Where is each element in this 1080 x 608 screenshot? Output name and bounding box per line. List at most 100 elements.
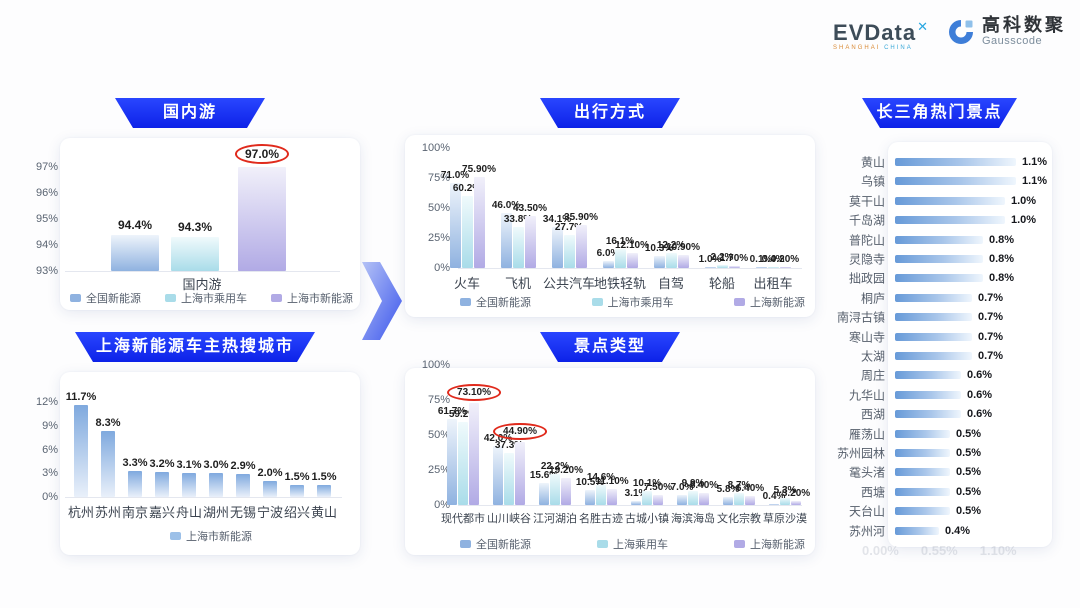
- legend-item: 上海市新能源: [170, 528, 252, 544]
- bar: [575, 224, 587, 268]
- bar: [665, 253, 677, 268]
- legend-swatch: [165, 294, 176, 302]
- value-label: 0.4%: [762, 491, 786, 502]
- row-name: 寒山寺: [848, 330, 885, 345]
- evdata-logo: EVData✕ SHANGHAI CHINA: [833, 16, 929, 51]
- category-label: 舟山: [175, 505, 203, 520]
- evdata-subtitle: SHANGHAI CHINA: [833, 45, 929, 51]
- value-label: 0.5%: [956, 427, 982, 440]
- value-label: 0.5%: [956, 505, 982, 518]
- panel-title-banner: 上海新能源车主热搜城市: [75, 332, 315, 362]
- axis-tick: 93%: [35, 265, 58, 277]
- row-name: 苏州园林: [836, 446, 885, 461]
- legend-label: 上海市新能源: [287, 293, 353, 305]
- gausscode-mark-icon: [949, 19, 973, 44]
- value-label: 0.8%: [989, 272, 1015, 285]
- value-label: 71.0%: [440, 169, 470, 181]
- axis-tick: 9%: [42, 419, 58, 432]
- axis-tick: 50%: [427, 429, 450, 441]
- bar: [101, 431, 115, 497]
- chart-card: [888, 142, 1052, 547]
- row-name: 莫干山: [848, 194, 885, 209]
- legend-label: 上海新能源: [750, 297, 805, 309]
- panel-transport-modes: 出行方式 0% 25% 50% 75% 100% 火车 71.0% 60.2% 75.90% 飞机…: [400, 98, 820, 322]
- panel-domestic-travel: 国内游 93% 94% 95% 96% 97% 94.4% 94.3% 97.0% 国内游 全国新…: [30, 98, 370, 318]
- row-name: 西湖: [860, 407, 885, 422]
- bar: [895, 468, 950, 477]
- bar: [290, 485, 304, 497]
- value-label: 7.0%: [670, 482, 694, 494]
- value-label: 10.3%: [644, 242, 674, 254]
- bar: [524, 215, 536, 268]
- value-label: 60.2%: [452, 182, 482, 194]
- bar: [779, 267, 791, 268]
- value-label: 0.6%: [967, 388, 993, 401]
- legend: 全国新能源 上海乘用车 上海新能源: [460, 536, 805, 552]
- bar: [728, 265, 740, 268]
- category-label: 现代都市: [441, 513, 485, 525]
- value-label: 0.1%: [749, 254, 773, 265]
- axis-tick: 25%: [427, 464, 450, 476]
- category-label: 草原沙漠: [763, 513, 807, 525]
- value-label: 1.0%: [1011, 194, 1037, 207]
- legend-item: 全国新能源: [460, 536, 531, 552]
- legend: 全国新能源 上海市乘用车 上海新能源: [460, 294, 805, 310]
- bar: [74, 404, 88, 497]
- bar: [111, 234, 159, 271]
- bar: [182, 472, 196, 497]
- value-label: 16.1%: [605, 235, 635, 247]
- bar: [631, 500, 641, 505]
- legend-item: 全国新能源: [70, 290, 141, 306]
- axis-tick: 100%: [421, 359, 450, 371]
- bar: [895, 487, 950, 496]
- value-label: 0.7%: [978, 330, 1004, 343]
- value-label: 43.50%: [513, 202, 547, 214]
- axis-tick: 25%: [427, 232, 450, 244]
- value-label: 3.20%: [781, 487, 811, 499]
- legend-item: 上海市新能源: [271, 290, 353, 306]
- x-axis-line: [458, 268, 802, 269]
- value-label: 59.2%: [448, 409, 478, 421]
- category-label: 嘉兴: [148, 505, 176, 520]
- bar: [895, 158, 1016, 166]
- value-label-circled: 97.0%: [234, 144, 290, 164]
- value-label: 8.40%: [689, 480, 719, 492]
- bar: [550, 473, 560, 505]
- legend-label: 上海市新能源: [186, 531, 252, 543]
- legend-item: 全国新能源: [460, 294, 531, 310]
- value-label: 11.7%: [65, 390, 97, 403]
- value-label: 9.9%: [681, 478, 705, 490]
- bar: [128, 470, 142, 497]
- category-label: 自驾: [657, 276, 685, 291]
- faint-value: 0.00%: [862, 543, 899, 558]
- axis-tick: 95%: [35, 213, 58, 225]
- bar: [171, 237, 219, 271]
- legend-label: 上海乘用车: [613, 539, 668, 551]
- value-label: 2.2%: [710, 252, 734, 264]
- value-label: 1.70%: [719, 252, 749, 264]
- chevron-right-arrow-icon: [362, 262, 402, 340]
- x-axis-line: [458, 505, 802, 506]
- faint-value: 1.10%: [979, 543, 1017, 558]
- value-label: 0.7%: [978, 291, 1004, 304]
- bar: [755, 267, 767, 268]
- panel-title-banner: 国内游: [115, 98, 265, 128]
- bar: [769, 504, 779, 505]
- value-label: 3.1%: [624, 487, 648, 499]
- bar: [602, 260, 614, 268]
- row-name: 太湖: [860, 349, 885, 364]
- gausscode-name-cn: 高科数聚: [982, 15, 1066, 35]
- bar: [238, 167, 286, 271]
- bar: [704, 266, 716, 268]
- category-label: 湖州: [202, 505, 230, 520]
- bar: [895, 235, 983, 244]
- bar: [607, 489, 617, 505]
- value-label: 0.8%: [989, 233, 1015, 246]
- bar: [699, 493, 709, 505]
- legend-item: 上海乘用车: [597, 536, 668, 552]
- legend-item: 上海市乘用车: [591, 294, 674, 310]
- bar: [734, 492, 744, 505]
- category-label: 地铁轻轨: [593, 276, 647, 291]
- legend: 全国新能源 上海市乘用车 上海市新能源: [70, 290, 353, 306]
- gausscode-logo: 高科数聚 Gausscode: [947, 16, 1066, 47]
